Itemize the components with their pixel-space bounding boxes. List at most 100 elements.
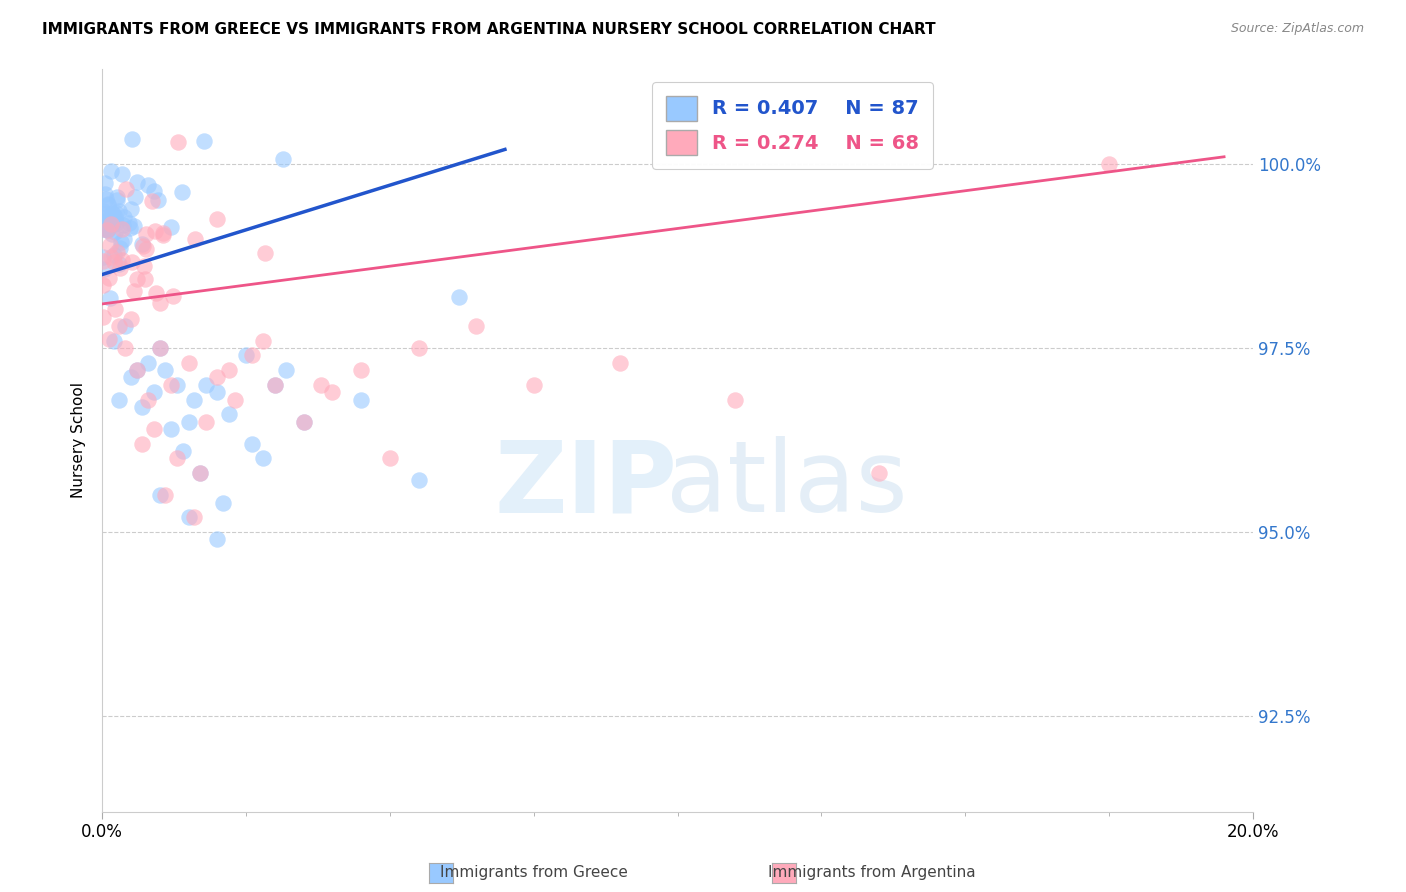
Point [292, 415, 315, 429]
Point [97, 218, 120, 232]
Point [121, 131, 143, 145]
Point [112, 218, 135, 232]
Point [141, 194, 163, 208]
Point [97, 222, 120, 236]
Point [108, 261, 131, 276]
Point [112, 211, 135, 225]
Point [93, 278, 115, 293]
Point [104, 225, 127, 239]
Point [105, 244, 128, 259]
Point [121, 255, 143, 269]
Point [143, 185, 166, 199]
Text: IMMIGRANTS FROM GREECE VS IMMIGRANTS FROM ARGENTINA NURSERY SCHOOL CORRELATION C: IMMIGRANTS FROM GREECE VS IMMIGRANTS FRO… [42, 22, 936, 37]
Point [94, 176, 117, 190]
Text: Immigrants from Greece: Immigrants from Greece [440, 865, 628, 880]
Point [188, 466, 211, 480]
Point [166, 451, 188, 466]
Point [155, 363, 177, 377]
Point [166, 377, 188, 392]
Point [172, 444, 194, 458]
Point [93, 204, 115, 219]
Point [166, 135, 188, 149]
Point [127, 175, 149, 189]
Point [93, 254, 115, 268]
Point [149, 341, 172, 355]
Point [98, 332, 121, 346]
Point [193, 134, 215, 148]
Point [93, 213, 115, 227]
Point [101, 227, 124, 242]
Point [292, 415, 315, 429]
Point [93, 222, 115, 236]
Point [104, 206, 127, 220]
Point [309, 377, 332, 392]
Point [188, 466, 211, 480]
Point [868, 466, 890, 480]
Y-axis label: Nursery School: Nursery School [72, 382, 86, 498]
Point [96, 223, 118, 237]
Point [135, 227, 157, 241]
Point [131, 400, 153, 414]
Point [172, 185, 194, 199]
Point [240, 436, 263, 450]
Point [155, 488, 177, 502]
Point [724, 392, 747, 407]
Point [523, 377, 546, 392]
Point [101, 218, 124, 232]
Point [105, 189, 128, 203]
Point [111, 252, 134, 267]
Point [143, 385, 166, 400]
Point [108, 257, 131, 271]
Point [115, 182, 138, 196]
Point [124, 190, 146, 204]
Point [122, 219, 145, 233]
Text: atlas: atlas [666, 436, 908, 533]
Point [224, 392, 246, 407]
Point [152, 228, 174, 243]
Point [207, 385, 229, 400]
Point [97, 196, 120, 211]
Point [104, 214, 127, 228]
Point [110, 235, 132, 249]
Point [183, 392, 205, 407]
Point [350, 392, 373, 407]
Point [177, 510, 200, 524]
Point [100, 216, 122, 230]
Point [136, 356, 159, 370]
Point [94, 221, 117, 235]
Point [135, 243, 157, 257]
Point [609, 356, 631, 370]
Point [184, 232, 207, 246]
Point [218, 363, 240, 377]
Point [118, 216, 141, 230]
Point [120, 202, 142, 216]
Point [136, 178, 159, 192]
Point [162, 289, 184, 303]
Point [108, 241, 131, 255]
Point [194, 415, 217, 429]
Point [100, 164, 122, 178]
Point [94, 186, 117, 201]
Point [1098, 157, 1121, 171]
Point [321, 385, 343, 400]
Point [207, 533, 229, 547]
Point [160, 220, 183, 235]
Point [125, 272, 148, 286]
Point [194, 377, 217, 392]
Point [146, 193, 169, 207]
Point [152, 226, 174, 240]
Point [145, 286, 167, 301]
Point [235, 348, 257, 362]
Point [93, 215, 115, 229]
Point [103, 207, 125, 221]
Point [93, 250, 115, 264]
Point [112, 231, 135, 245]
Point [97, 198, 120, 212]
Point [98, 238, 121, 252]
Point [103, 334, 125, 348]
Point [104, 302, 127, 317]
Point [100, 217, 122, 231]
Point [114, 341, 136, 355]
Point [149, 488, 172, 502]
Point [350, 363, 373, 377]
